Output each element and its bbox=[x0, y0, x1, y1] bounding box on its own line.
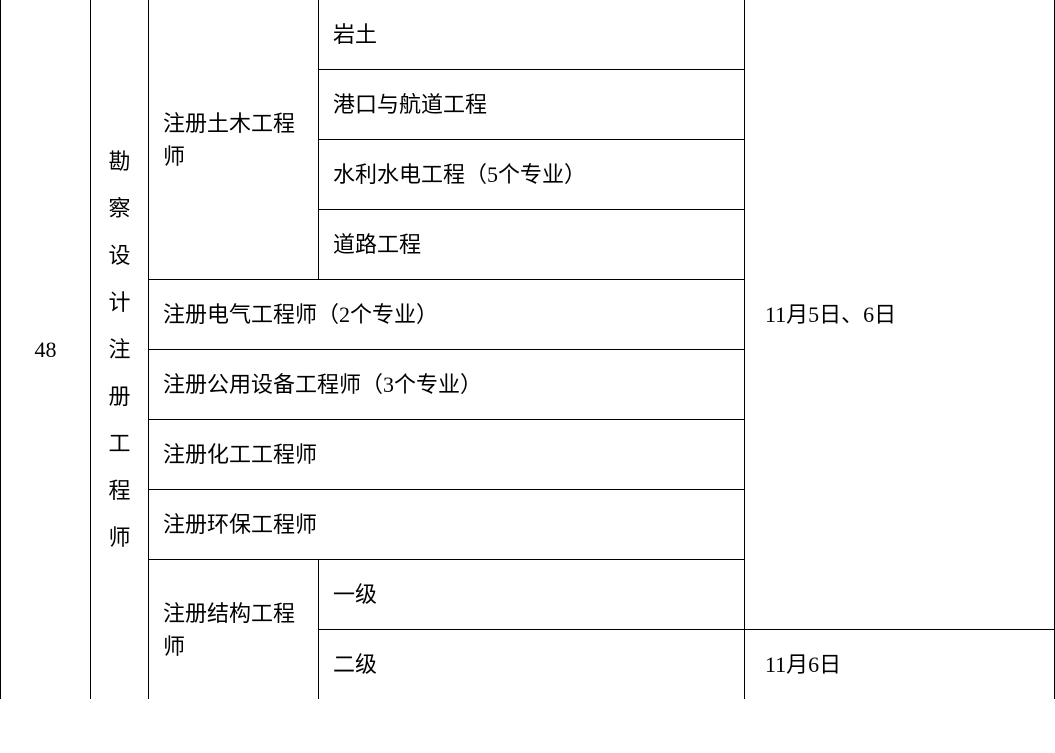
subcat-struct: 注册结构工程师 bbox=[149, 560, 319, 700]
category-char: 设 bbox=[99, 239, 140, 272]
item-level2: 二级 bbox=[319, 630, 745, 700]
category-char: 程 bbox=[99, 474, 140, 507]
category-char: 师 bbox=[99, 521, 140, 554]
date-main: 11月5日、6日 bbox=[745, 0, 1055, 630]
item-geotech: 岩土 bbox=[319, 0, 745, 70]
table: 48 勘 察 设 计 注 册 工 程 师 注册土木工程师 岩土 11月5日、6日 bbox=[0, 0, 1055, 699]
item-port: 港口与航道工程 bbox=[319, 70, 745, 140]
item-road: 道路工程 bbox=[319, 210, 745, 280]
category-char: 勘 bbox=[99, 145, 140, 178]
category-vertical: 勘 察 设 计 注 册 工 程 师 bbox=[99, 145, 140, 554]
item-utility: 注册公用设备工程师（3个专业） bbox=[149, 350, 745, 420]
category-char: 工 bbox=[99, 427, 140, 460]
exam-schedule-table: 48 勘 察 设 计 注 册 工 程 师 注册土木工程师 岩土 11月5日、6日 bbox=[0, 0, 1055, 699]
item-chemical: 注册化工工程师 bbox=[149, 420, 745, 490]
item-level1: 一级 bbox=[319, 560, 745, 630]
row-index: 48 bbox=[1, 0, 91, 699]
subcat-civil: 注册土木工程师 bbox=[149, 0, 319, 280]
table-row: 48 勘 察 设 计 注 册 工 程 师 注册土木工程师 岩土 11月5日、6日 bbox=[1, 0, 1055, 70]
date-level2: 11月6日 bbox=[745, 630, 1055, 700]
category-char: 注 bbox=[99, 333, 140, 366]
category-char: 计 bbox=[99, 286, 140, 319]
item-env: 注册环保工程师 bbox=[149, 490, 745, 560]
item-water: 水利水电工程（5个专业） bbox=[319, 140, 745, 210]
category-char: 察 bbox=[99, 192, 140, 225]
category-cell: 勘 察 设 计 注 册 工 程 师 bbox=[91, 0, 149, 699]
item-electrical: 注册电气工程师（2个专业） bbox=[149, 280, 745, 350]
category-char: 册 bbox=[99, 380, 140, 413]
